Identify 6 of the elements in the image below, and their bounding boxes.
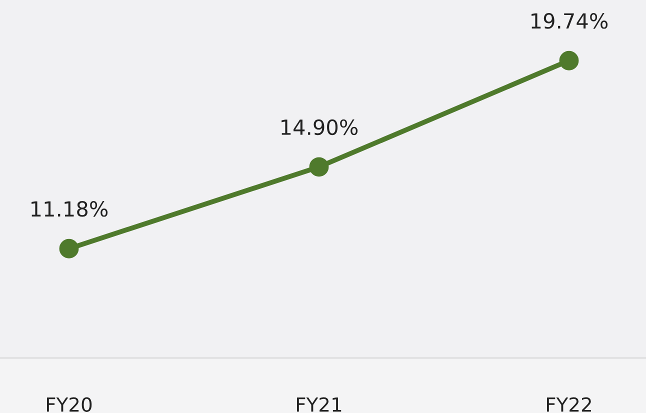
x-tick-label: FY21 [297,397,342,412]
data-label: 11.18% [32,201,108,217]
data-label: 14.90% [282,119,358,136]
data-label: 19.74% [532,13,608,29]
x-tick-label: FY22 [547,397,591,412]
x-tick-label: FY20 [47,397,92,412]
